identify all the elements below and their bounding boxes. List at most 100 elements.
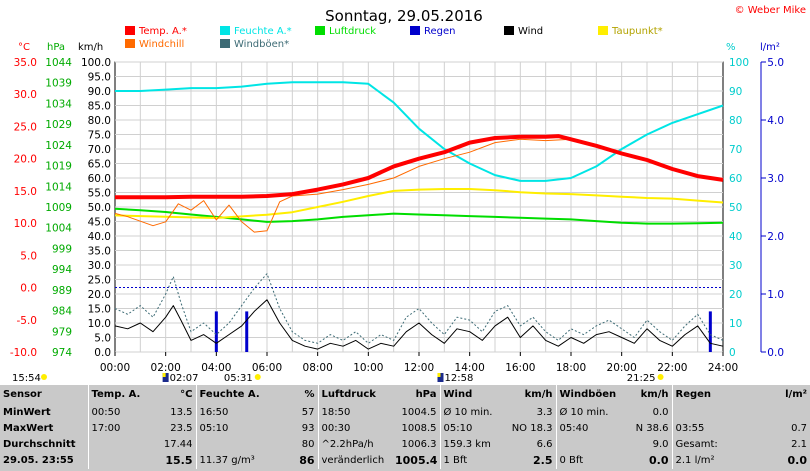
- stats-header-cell: km/h: [524, 389, 553, 400]
- pressure-tick-label: 1029: [45, 119, 72, 131]
- stats-cell: 2.1: [791, 439, 807, 450]
- weather-chart: Sonntag, 29.05.2016 © Weber Mike Temp. A…: [9, 5, 806, 384]
- stats-cell: 80: [301, 439, 315, 450]
- stats-header-cell: %: [304, 389, 315, 400]
- x-tick-label: 18:00: [556, 362, 586, 374]
- pressure-tick-label: 1009: [45, 202, 72, 214]
- legend-label-luftdruck: Luftdruck: [329, 26, 376, 37]
- moon-icon: [162, 373, 169, 382]
- legend-swatch-luftdruck: [315, 26, 325, 35]
- sunrise-icon: [254, 374, 261, 380]
- series-line-wind: [114, 299, 724, 350]
- stats-cell: 0.0: [649, 454, 669, 467]
- stats-cell: Ø 10 min.: [555, 405, 622, 421]
- series-layer: [114, 81, 724, 352]
- legend-label-temp-a: Temp. A.*: [138, 26, 187, 37]
- humidity-tick-label: 90: [729, 86, 742, 98]
- stats-cell: Ø 10 min.: [439, 405, 504, 421]
- wind-tick-label: 10.0: [88, 318, 111, 330]
- stats-header-cell: hPa: [415, 389, 437, 400]
- humidity-tick-label: 20: [729, 289, 742, 301]
- wind-tick-label: 30.0: [88, 260, 111, 272]
- stats-cell: 17.44: [163, 439, 193, 450]
- stats-cell: 16:50: [195, 405, 274, 421]
- statistics-panel: Sensor Temp. A. °C Feuchte A.% Luftdruck hPa W…: [0, 385, 810, 471]
- pressure-tick-label: 1039: [45, 78, 72, 90]
- legend: Temp. A.* Feuchte A.* Luftdruck Regen Wind Ta…: [125, 26, 663, 50]
- sunrise-time-label: 05:31: [224, 373, 253, 384]
- stats-row-label: MaxWert: [3, 423, 54, 434]
- stats-cell: 00:50: [87, 405, 146, 421]
- wind-tick-label: 40.0: [88, 231, 111, 243]
- stats-cell: NO 18.3: [511, 423, 553, 434]
- legend-swatch-taupunkt: [598, 26, 608, 35]
- stats-cell: ^2.2hPa/h: [317, 437, 392, 453]
- wind-unit-label: km/h: [78, 42, 103, 53]
- moon-time-label: 12:58: [444, 373, 473, 384]
- stats-header-cell: Wind: [439, 385, 504, 405]
- rain-bar: [245, 311, 249, 352]
- humidity-tick-label: 60: [729, 173, 742, 185]
- rain-bar: [214, 311, 218, 352]
- temp-tick-label: 35.0: [14, 57, 37, 69]
- time-markers: 15:54 02:07 12:58 05:31 21:25: [12, 373, 664, 384]
- legend-swatch-temp-a: [125, 26, 135, 35]
- series-line-windb-en: [114, 273, 724, 344]
- temp-tick-label: 0.0: [20, 283, 37, 295]
- legend-swatch-wind: [504, 26, 514, 35]
- stats-header-cell: Windböen: [555, 385, 622, 405]
- pressure-tick-label: 984: [52, 306, 72, 318]
- stats-cell: N 38.6: [635, 423, 669, 434]
- x-tick-label: 02:00: [151, 362, 181, 374]
- legend-swatch-windb-en: [220, 39, 230, 48]
- pressure-tick-label: 994: [52, 264, 72, 276]
- statistics-table: Sensor Temp. A. °C Feuchte A.% Luftdruck hPa W…: [0, 385, 810, 469]
- stats-header-cell: Luftdruck: [317, 385, 392, 405]
- temp-tick-label: 20.0: [14, 154, 37, 166]
- stats-header-cell: l/m²: [785, 389, 807, 400]
- stats-cell: 2.5: [533, 454, 553, 467]
- stats-cell: 1 Bft: [439, 453, 504, 469]
- x-tick-label: 20:00: [607, 362, 637, 374]
- wind-tick-label: 50.0: [88, 202, 111, 214]
- wind-tick-label: 75.0: [88, 130, 111, 142]
- legend-swatch-regen: [410, 26, 420, 35]
- pressure-tick-label: 1014: [45, 181, 72, 193]
- wind-tick-label: 15.0: [88, 304, 111, 316]
- pressure-tick-label: 1034: [45, 98, 72, 110]
- stats-cell: 1005.4: [395, 454, 438, 467]
- rain-tick-label: 2.0: [767, 231, 784, 243]
- stats-cell: 159.3 km: [439, 437, 504, 453]
- wind-tick-label: 20.0: [88, 289, 111, 301]
- stats-cell: Gesamt:: [671, 437, 744, 453]
- series-line-taupunkt: [114, 188, 724, 219]
- stats-cell: [87, 437, 146, 453]
- humidity-tick-label: 30: [729, 260, 742, 272]
- humidity-tick-label: 70: [729, 144, 742, 156]
- pressure-tick-label: 1024: [45, 140, 72, 152]
- stats-cell: [555, 437, 622, 453]
- series-line-luftdruck: [114, 207, 724, 225]
- pressure-tick-label: 979: [52, 326, 72, 338]
- stats-row-label: 29.05. 23:55: [3, 455, 74, 466]
- stats-cell: 17:00: [87, 421, 146, 437]
- temp-tick-label: 10.0: [14, 218, 37, 230]
- stats-row: MinWert 00:50 13.5 16:50 57 18:50 1004.5 Ø 10 m…: [0, 405, 810, 421]
- temp-tick-label: 25.0: [14, 121, 37, 133]
- grid: [115, 61, 723, 353]
- rain-tick-label: 4.0: [767, 115, 784, 127]
- pressure-tick-label: 1004: [45, 223, 72, 235]
- wind-tick-label: 0.0: [94, 347, 111, 359]
- x-tick-label: 14:00: [455, 362, 485, 374]
- rain-tick-label: 0.0: [767, 347, 784, 359]
- sun-icon: [41, 374, 47, 380]
- series-line-feuchte-a: [115, 81, 724, 182]
- wind-tick-label: 100.0: [81, 57, 111, 69]
- stats-cell: 0.7: [791, 423, 807, 434]
- stats-cell: veränderlich: [317, 453, 392, 469]
- humidity-tick-label: 0: [729, 347, 736, 359]
- stats-cell: 0 Bft: [555, 453, 622, 469]
- temp-tick-label: 15.0: [14, 186, 37, 198]
- rain-bar: [708, 311, 712, 352]
- stats-cell: 2.1 l/m²: [671, 453, 744, 469]
